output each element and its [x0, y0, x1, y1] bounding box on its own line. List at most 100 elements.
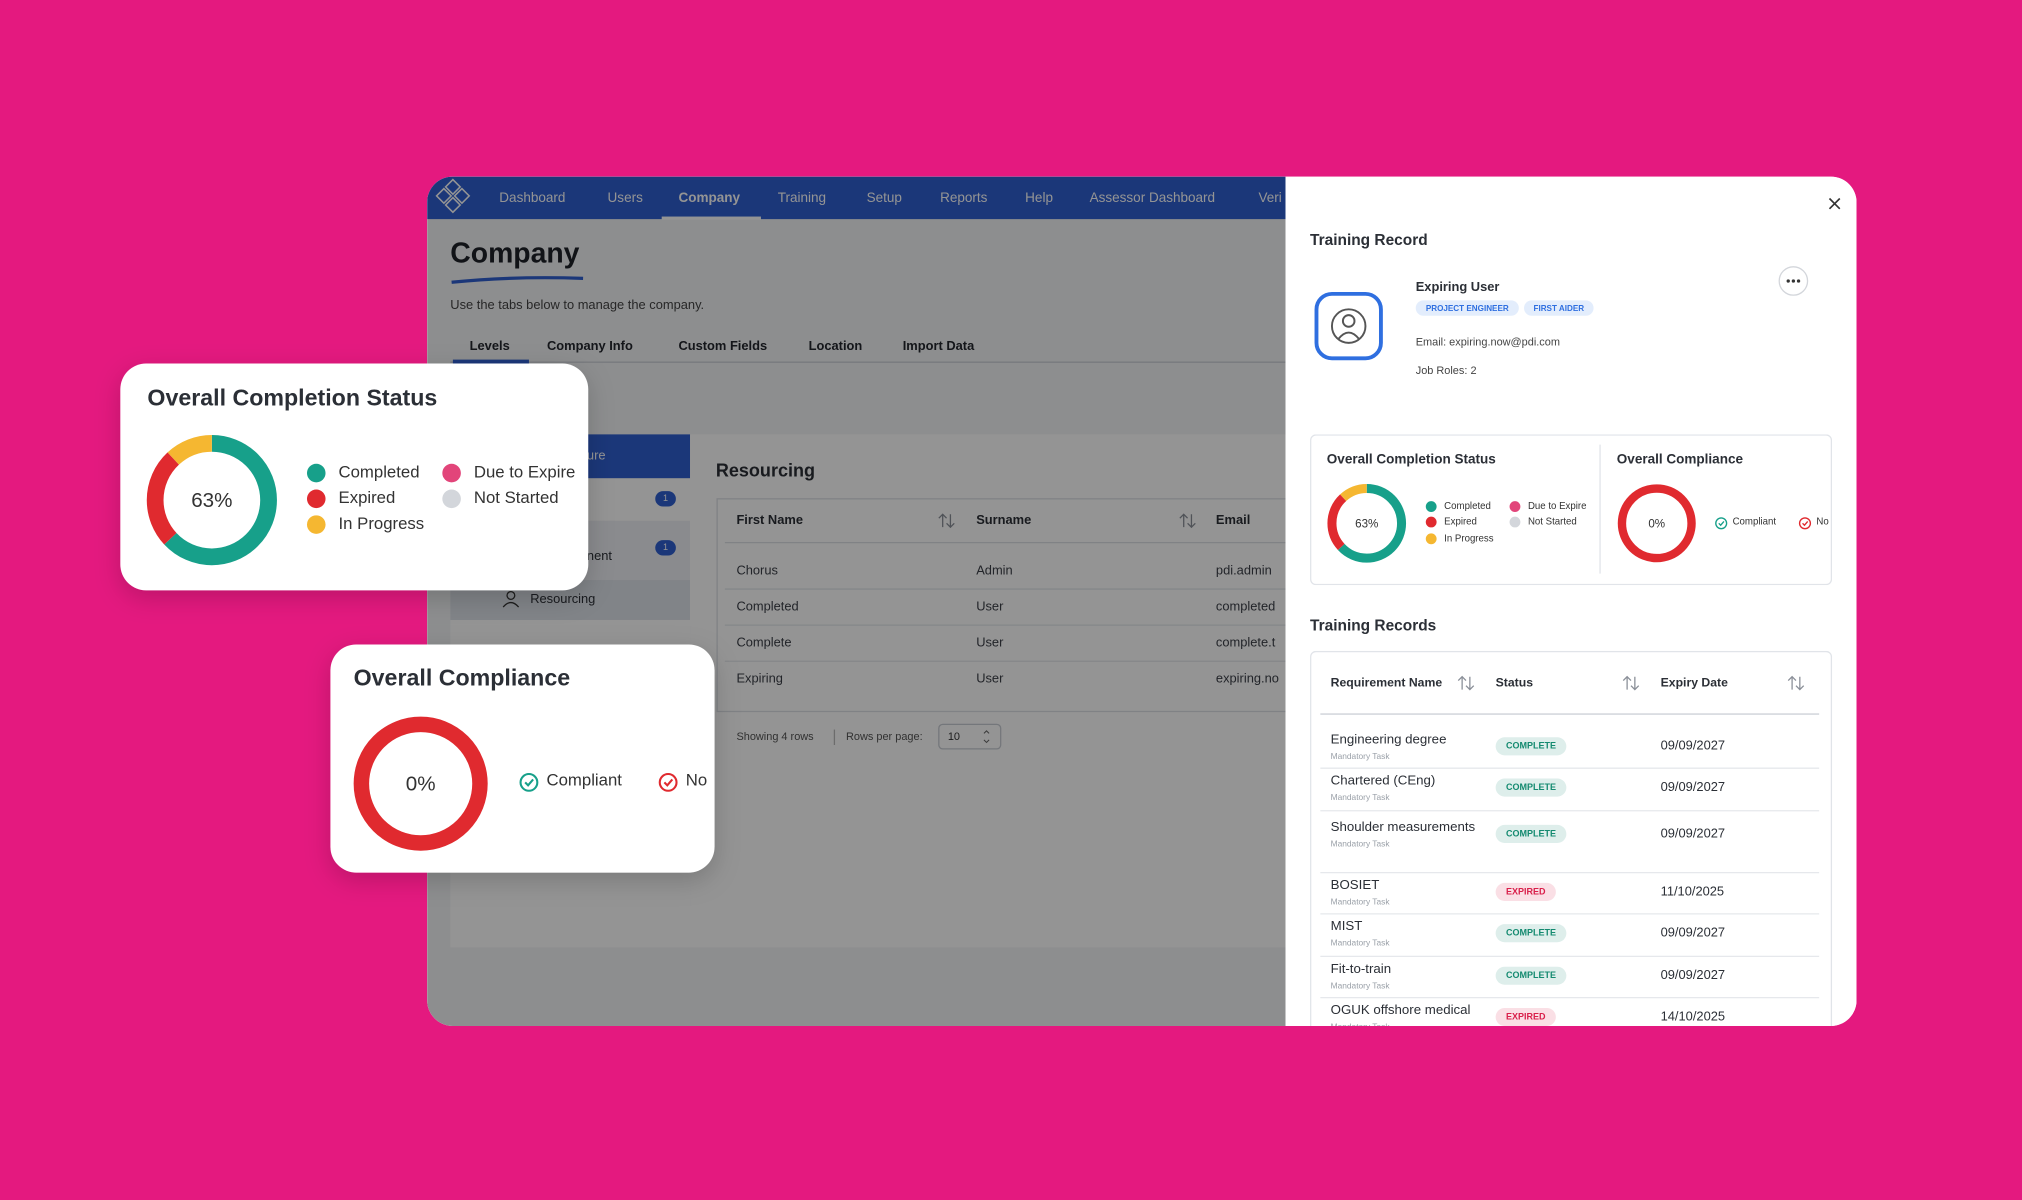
page-title: Company: [450, 238, 579, 270]
requirement-type: Mandatory Task: [1331, 792, 1391, 802]
status-pill: [1495, 824, 1567, 843]
resourcing-icon: [506, 590, 516, 600]
table-cell: Admin: [976, 562, 1013, 577]
legend-icon: [663, 778, 674, 787]
tab[interactable]: Location: [809, 338, 863, 353]
requirement-name: MIST: [1331, 918, 1363, 933]
tab[interactable]: Import Data: [903, 338, 975, 353]
resourcing-icon: [502, 601, 520, 608]
nav-item[interactable]: Dashboard: [499, 190, 565, 205]
requirement-type: Mandatory Task: [1331, 938, 1391, 948]
status-pill: [1495, 882, 1556, 901]
legend-swatch: [306, 515, 326, 534]
app-window: Dashboard Users Company Training Setup Report…: [427, 176, 1857, 1032]
expiry-date: 09/09/2027: [1661, 925, 1725, 940]
page-size-select[interactable]: [938, 723, 1002, 750]
sidebar-item[interactable]: nent: [587, 548, 612, 563]
nav-item[interactable]: Training: [778, 190, 826, 205]
chart-title: Overall Completion Status: [1327, 452, 1496, 467]
nav-item[interactable]: Help: [1025, 190, 1053, 205]
requirement-type: Mandatory Task: [1331, 1022, 1391, 1032]
table-cell: User: [976, 598, 1004, 613]
legend-label: No: [686, 771, 707, 790]
panel-title: Training Record: [1310, 232, 1428, 249]
chart-title: Overall Compliance: [1617, 452, 1744, 467]
pagination-label: Rows per page:: [846, 731, 923, 743]
user-job-roles: Job Roles: 2: [1416, 365, 1477, 377]
expiry-date: 09/09/2027: [1661, 967, 1725, 982]
status-label: COMPLETE: [1506, 782, 1556, 792]
legend-label: Completed: [1444, 501, 1491, 512]
sort-icon[interactable]: [1622, 675, 1640, 691]
logo-diamond: [444, 196, 462, 214]
requirement-type: Mandatory Task: [1331, 751, 1391, 761]
status-pill: [1495, 1007, 1556, 1026]
table-cell: Chorus: [736, 562, 778, 577]
sort-icon[interactable]: [938, 513, 955, 529]
nav-item[interactable]: Assessor Dashboard: [1090, 190, 1215, 205]
sidebar-item[interactable]: Resourcing: [530, 591, 595, 606]
requirement-name: BOSIET: [1331, 877, 1380, 892]
legend-icon: [658, 772, 678, 792]
table-cell: Expiring: [736, 671, 783, 686]
nav-item[interactable]: Veri: [1258, 190, 1281, 205]
column-header: Email: [1216, 512, 1250, 527]
status-label: COMPLETE: [1506, 741, 1556, 751]
table-cell: expiring.no: [1216, 671, 1279, 686]
legend-icon: [1798, 517, 1812, 530]
column-header: First Name: [736, 512, 803, 527]
legend-swatch: [306, 489, 326, 509]
sidebar-item[interactable]: ure: [587, 448, 606, 463]
tab[interactable]: Custom Fields: [678, 338, 767, 353]
tab[interactable]: Company Info: [547, 338, 633, 353]
close-button[interactable]: [1828, 197, 1841, 210]
more-dot: [1796, 279, 1801, 283]
requirement-type: Mandatory Task: [1331, 896, 1391, 906]
nav-item[interactable]: Company: [678, 190, 740, 205]
table-cell: completed: [1216, 598, 1275, 613]
role-tag: [1523, 300, 1594, 316]
legend-label: Due to Expire: [1528, 501, 1587, 512]
nav-item[interactable]: Setup: [867, 190, 902, 205]
tab[interactable]: Levels: [470, 338, 510, 353]
donut-center-label: 0%: [406, 772, 436, 795]
logo-diamond: [435, 187, 453, 205]
table-cell: Completed: [736, 598, 798, 613]
user-name: Expiring User: [1416, 279, 1500, 294]
badge-count: 1: [663, 493, 668, 503]
legend-icon: [524, 778, 534, 787]
expiry-date: 14/10/2025: [1661, 1008, 1725, 1023]
title-underline: [451, 276, 584, 284]
table-cell: Complete: [736, 635, 791, 650]
badge-count: 1: [663, 542, 668, 552]
more-dot: [1791, 279, 1796, 283]
pagination-info: Showing 4 rows: [736, 731, 814, 743]
legend-label: In Progress: [1444, 533, 1494, 544]
nav-item[interactable]: Users: [608, 190, 644, 205]
logo: [435, 178, 471, 214]
sort-icon[interactable]: [1179, 513, 1196, 529]
donut-segment: [1617, 484, 1696, 563]
charts-card: Overall Completion Status 63% Completed Exp…: [1310, 434, 1833, 586]
requirement-type: Mandatory Task: [1331, 838, 1391, 848]
expiry-date: 09/09/2027: [1661, 779, 1725, 794]
table-cell: User: [976, 635, 1004, 650]
popup-card: [120, 363, 589, 591]
nav-item[interactable]: Reports: [940, 190, 988, 205]
sort-icon[interactable]: [1457, 675, 1475, 691]
popup-title: Overall Completion Status: [147, 385, 437, 411]
avatar-icon: [1337, 331, 1360, 340]
legend-label: No: [1816, 517, 1828, 528]
donut-segment: [353, 716, 488, 851]
legend-swatch: [1509, 501, 1521, 512]
tab-active-underline: [452, 359, 529, 364]
requirement-name: Fit-to-train: [1331, 961, 1391, 976]
requirement-name: Shoulder measurements: [1331, 819, 1476, 834]
column-header: Expiry Date: [1661, 675, 1729, 689]
legend-label: In Progress: [339, 514, 425, 533]
requirement-type: Mandatory Task: [1331, 980, 1391, 990]
donut-center-label: 0%: [1648, 518, 1665, 531]
sort-icon[interactable]: [1787, 675, 1805, 691]
compliance-popup-content: Overall Compliance 0% Compliant No: [353, 664, 707, 851]
